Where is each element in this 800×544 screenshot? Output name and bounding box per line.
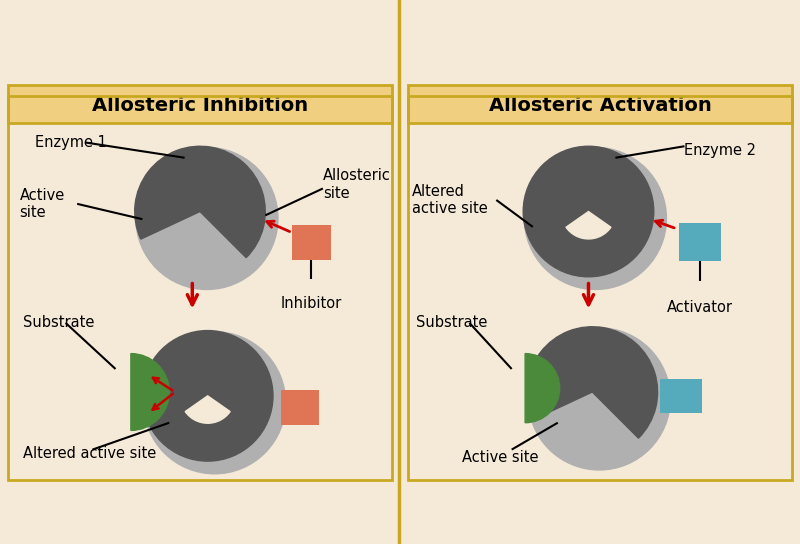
Text: Allosteric Activation: Allosteric Activation [489, 96, 711, 115]
Circle shape [142, 331, 273, 461]
Text: Substrate: Substrate [23, 316, 94, 330]
FancyBboxPatch shape [292, 225, 330, 259]
Circle shape [523, 146, 654, 277]
Text: Altered active site: Altered active site [23, 446, 157, 461]
Wedge shape [131, 354, 170, 430]
Text: Altered
active site: Altered active site [412, 184, 487, 216]
Wedge shape [566, 212, 611, 239]
FancyBboxPatch shape [659, 379, 702, 413]
Wedge shape [527, 327, 658, 438]
FancyBboxPatch shape [8, 85, 392, 123]
Text: Active
site: Active site [19, 188, 65, 220]
Circle shape [143, 332, 286, 474]
Text: Enzyme 2: Enzyme 2 [685, 143, 757, 158]
Text: Inhibitor: Inhibitor [281, 296, 342, 311]
FancyBboxPatch shape [281, 390, 319, 425]
Text: Allosteric Inhibition: Allosteric Inhibition [92, 96, 308, 115]
Wedge shape [134, 146, 266, 258]
Wedge shape [525, 354, 560, 423]
Circle shape [136, 147, 278, 289]
FancyBboxPatch shape [678, 223, 721, 262]
Circle shape [528, 328, 670, 470]
Text: Enzyme 1: Enzyme 1 [35, 135, 106, 150]
Text: Allosteric
site: Allosteric site [323, 169, 390, 201]
Text: Activator: Activator [667, 300, 733, 315]
Text: Active site: Active site [462, 450, 538, 465]
Circle shape [524, 147, 666, 289]
Wedge shape [186, 396, 230, 423]
FancyBboxPatch shape [408, 85, 792, 123]
Text: Substrate: Substrate [416, 316, 487, 330]
